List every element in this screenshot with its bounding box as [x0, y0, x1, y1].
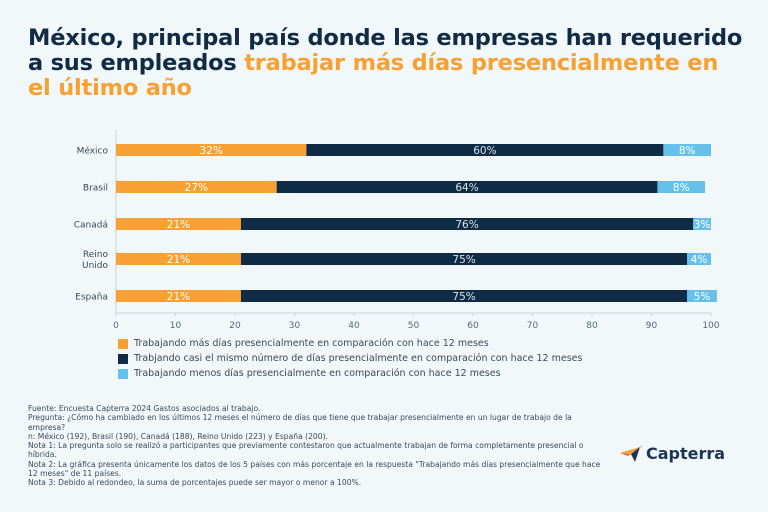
- bar-more: [116, 290, 241, 302]
- bar-same: [240, 218, 694, 230]
- bar-less: [663, 144, 711, 156]
- bar-more: [116, 253, 241, 265]
- x-tick-label: 90: [646, 321, 658, 330]
- category-label-line: Brasil: [83, 184, 108, 194]
- bar-more: [116, 144, 307, 156]
- note-source: Fuente: Encuesta Capterra 2024 Gastos as…: [28, 404, 261, 413]
- data-label-same: 75%: [452, 254, 475, 266]
- note-2: Nota 2: La gráfica presenta únicamente l…: [28, 459, 601, 479]
- x-tick-label: 100: [702, 321, 719, 330]
- x-tick-label: 10: [170, 321, 182, 330]
- x-tick-label: 80: [586, 321, 598, 330]
- bar-same: [306, 144, 664, 156]
- capterra-logo-text: Capterra: [646, 444, 726, 463]
- category-label-line: Canadá: [74, 221, 108, 231]
- data-label-same: 64%: [455, 182, 478, 194]
- data-label-less: 3%: [694, 219, 711, 231]
- title-main: México, principal país donde las empresa…: [28, 25, 743, 76]
- category-label: Reino Unido: [82, 250, 109, 271]
- footnotes: Fuente: Encuesta Capterra 2024 Gastos as…: [28, 404, 608, 488]
- legend: Trabajando más días presencialmente en c…: [118, 336, 582, 381]
- legend-label-more: Trabajando más días presencialmente en c…: [134, 338, 489, 349]
- category-label: Canadá: [74, 221, 108, 231]
- x-tick-label: 40: [348, 321, 360, 330]
- data-label-more: 27%: [185, 182, 208, 194]
- data-label-more: 21%: [167, 291, 190, 303]
- data-label-less: 8%: [673, 182, 690, 194]
- category-label: México: [77, 146, 109, 157]
- data-label-same: 75%: [452, 291, 475, 303]
- category-label: España: [75, 293, 108, 303]
- data-label-more: 32%: [200, 145, 223, 157]
- x-tick-label: 30: [289, 321, 301, 330]
- category-label: Brasil: [83, 184, 108, 194]
- legend-swatch-more: [118, 338, 128, 349]
- note-1: Nota 1: La pregunta solo se realizó a pa…: [28, 441, 584, 460]
- x-tick-label: 0: [113, 321, 119, 330]
- bar-same: [276, 181, 658, 193]
- bar-less: [657, 181, 706, 193]
- bar-same: [240, 253, 688, 265]
- note-question: Pregunta: ¿Cómo ha cambiado en los últim…: [28, 413, 572, 432]
- capterra-arrow-icon: [620, 444, 642, 462]
- x-tick-label: 70: [527, 321, 539, 330]
- bar-same: [240, 290, 688, 302]
- bar-less: [687, 290, 717, 302]
- bar-less: [687, 253, 711, 265]
- bar-more: [116, 218, 241, 230]
- data-label-less: 8%: [679, 145, 696, 157]
- data-label-same: 76%: [455, 219, 478, 231]
- legend-swatch-same: [118, 353, 128, 364]
- data-label-more: 21%: [167, 254, 190, 266]
- category-label-line: México: [77, 146, 109, 157]
- bar-less: [693, 218, 711, 230]
- category-label-line: Unido: [82, 261, 109, 271]
- category-label-line: España: [75, 293, 108, 303]
- note-sample: n: México (192), Brasil (190), Canadá (1…: [28, 431, 328, 441]
- data-label-less: 4%: [691, 254, 708, 266]
- legend-item-same: Trabjando casi el mismo número de días p…: [118, 351, 582, 366]
- data-label-less: 5%: [694, 291, 711, 303]
- chart-title: México, principal país donde las empresa…: [28, 26, 748, 101]
- capterra-logo: Capterra: [620, 444, 725, 463]
- note-3: Nota 3: Debido al redondeo, la suma de p…: [28, 478, 362, 488]
- legend-swatch-less: [118, 368, 128, 379]
- legend-item-more: Trabajando más días presencialmente en c…: [118, 336, 582, 351]
- stacked-bar-chart: 0 10 20 30 40 50 60 70 80 90 100 México 32% 60% 8% Bras…: [74, 130, 720, 330]
- legend-label-less: Trabajando menos días presencialmente en…: [134, 368, 501, 379]
- x-tick-label: 50: [408, 321, 420, 330]
- bar-more: [116, 181, 277, 193]
- category-label-line: Reino: [83, 250, 109, 260]
- data-label-same: 60%: [473, 145, 496, 157]
- legend-item-less: Trabajando menos días presencialmente en…: [118, 366, 582, 381]
- data-label-more: 21%: [167, 219, 190, 231]
- title-highlight: trabajar más días presencialmente en el …: [28, 50, 719, 101]
- x-tick-label: 60: [467, 321, 479, 330]
- x-tick-label: 20: [229, 321, 241, 330]
- legend-label-same: Trabjando casi el mismo número de días p…: [134, 353, 583, 364]
